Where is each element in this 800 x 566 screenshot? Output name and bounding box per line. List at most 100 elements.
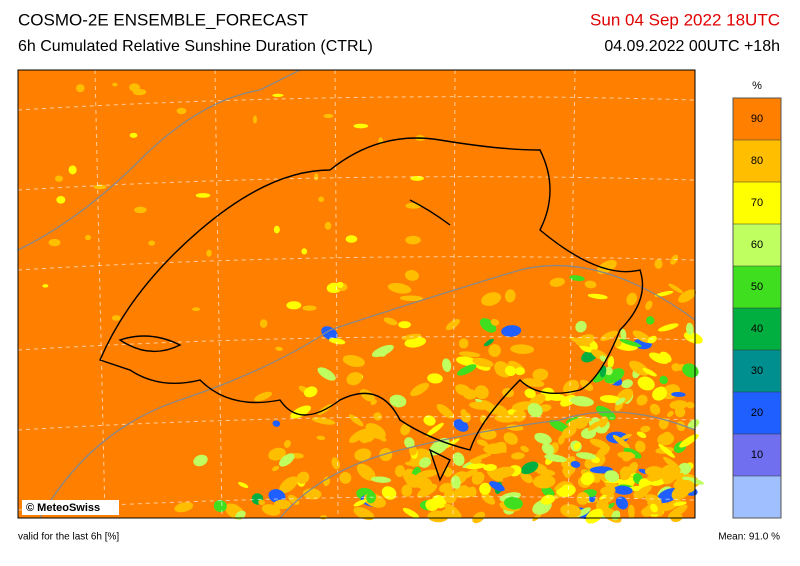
field-patch: [635, 440, 646, 453]
field-patch: [272, 93, 284, 97]
field-patch: [682, 476, 705, 485]
field-patch: [399, 295, 424, 302]
field-patch: [503, 432, 518, 445]
field-patch: [493, 404, 509, 418]
field-patch: [637, 376, 655, 391]
field-patch: [667, 504, 688, 519]
field-patch: [331, 457, 340, 470]
field-patch: [112, 82, 118, 87]
field-patch: [622, 451, 633, 462]
field-patch: [419, 457, 431, 468]
field-patch: [650, 503, 658, 513]
field-patch: [373, 412, 382, 421]
field-patch: [599, 395, 621, 404]
field-patch: [652, 386, 667, 401]
field-patch: [632, 330, 652, 343]
map: © MeteoSwiss: [17, 69, 705, 524]
field-patch: [314, 173, 319, 181]
field-patch: [659, 351, 672, 363]
field-patch: [379, 436, 387, 442]
field-patch: [663, 472, 684, 483]
title: COSMO-2E ENSEMBLE_FORECAST: [18, 10, 308, 29]
field-patch: [587, 421, 601, 431]
field-patch: [339, 471, 352, 484]
map-frame: [17, 69, 696, 519]
field-patch: [93, 184, 107, 190]
field-patch: [585, 508, 604, 524]
field-patch: [423, 415, 436, 426]
field-patch: [288, 494, 300, 505]
field-patch: [678, 289, 696, 303]
field-patch: [452, 452, 465, 467]
field-patch: [56, 196, 66, 204]
field-patch: [596, 260, 617, 275]
field-patch: [404, 437, 415, 449]
field-patch: [658, 323, 679, 332]
field-patch: [48, 238, 61, 247]
colorbar-bin: [733, 434, 781, 476]
field-patch: [394, 465, 405, 478]
field-patch: [324, 221, 332, 230]
field-patch: [55, 175, 63, 182]
field-patch: [488, 344, 501, 357]
field-patch: [474, 385, 489, 400]
field-patch: [649, 352, 669, 364]
field-patch: [356, 463, 376, 481]
field-patch: [193, 454, 208, 467]
field-patch: [318, 196, 325, 203]
field-patch: [575, 452, 597, 460]
field-patch: [465, 463, 486, 470]
field-patch: [283, 440, 291, 448]
field-patch: [445, 319, 460, 331]
field-patch: [521, 378, 545, 387]
field-patch: [646, 316, 655, 325]
field-patch: [510, 344, 535, 354]
field-patch: [271, 465, 280, 472]
field-patch: [349, 428, 368, 443]
field-patch: [649, 403, 661, 415]
field-patch: [455, 384, 472, 397]
colorbar-bin: [733, 350, 781, 392]
field-patch: [272, 420, 281, 427]
field-patch: [336, 281, 344, 289]
field-patch: [417, 483, 438, 498]
field-patch: [615, 397, 626, 406]
field-patch: [191, 307, 201, 312]
field-patch: [252, 115, 258, 124]
field-patch: [604, 366, 613, 376]
field-patch: [68, 165, 77, 175]
field-patch: [353, 507, 375, 521]
field-patch: [405, 202, 422, 209]
field-patch: [642, 367, 657, 377]
field-patch: [303, 386, 318, 398]
field-patch: [471, 471, 485, 485]
field-patch: [453, 486, 474, 499]
field-patch: [302, 305, 317, 311]
field-patch: [654, 259, 663, 269]
field-patch: [671, 391, 686, 397]
field-patch: [568, 336, 591, 347]
valid-time: Sun 04 Sep 2022 18UTC: [590, 10, 780, 29]
field-patch: [387, 282, 412, 294]
field-patch: [636, 394, 648, 406]
colorbar-bin: [733, 392, 781, 434]
field-patch: [353, 499, 368, 507]
field-patch: [416, 448, 433, 461]
field-patch: [273, 225, 280, 234]
field-patch: [404, 270, 419, 281]
field-patch: [400, 423, 411, 436]
field-patch: [654, 290, 674, 297]
field-patch: [520, 472, 533, 484]
field-patch: [472, 357, 494, 368]
field-patch: [389, 394, 407, 408]
field-patch: [346, 372, 363, 386]
field-patch: [574, 416, 589, 429]
field-patch: [541, 443, 555, 455]
field-patch: [457, 364, 477, 376]
field-patch: [527, 402, 543, 418]
field-patch: [238, 482, 249, 488]
field-patch: [431, 495, 447, 509]
field-patch: [235, 510, 246, 520]
field-patch: [604, 470, 620, 483]
